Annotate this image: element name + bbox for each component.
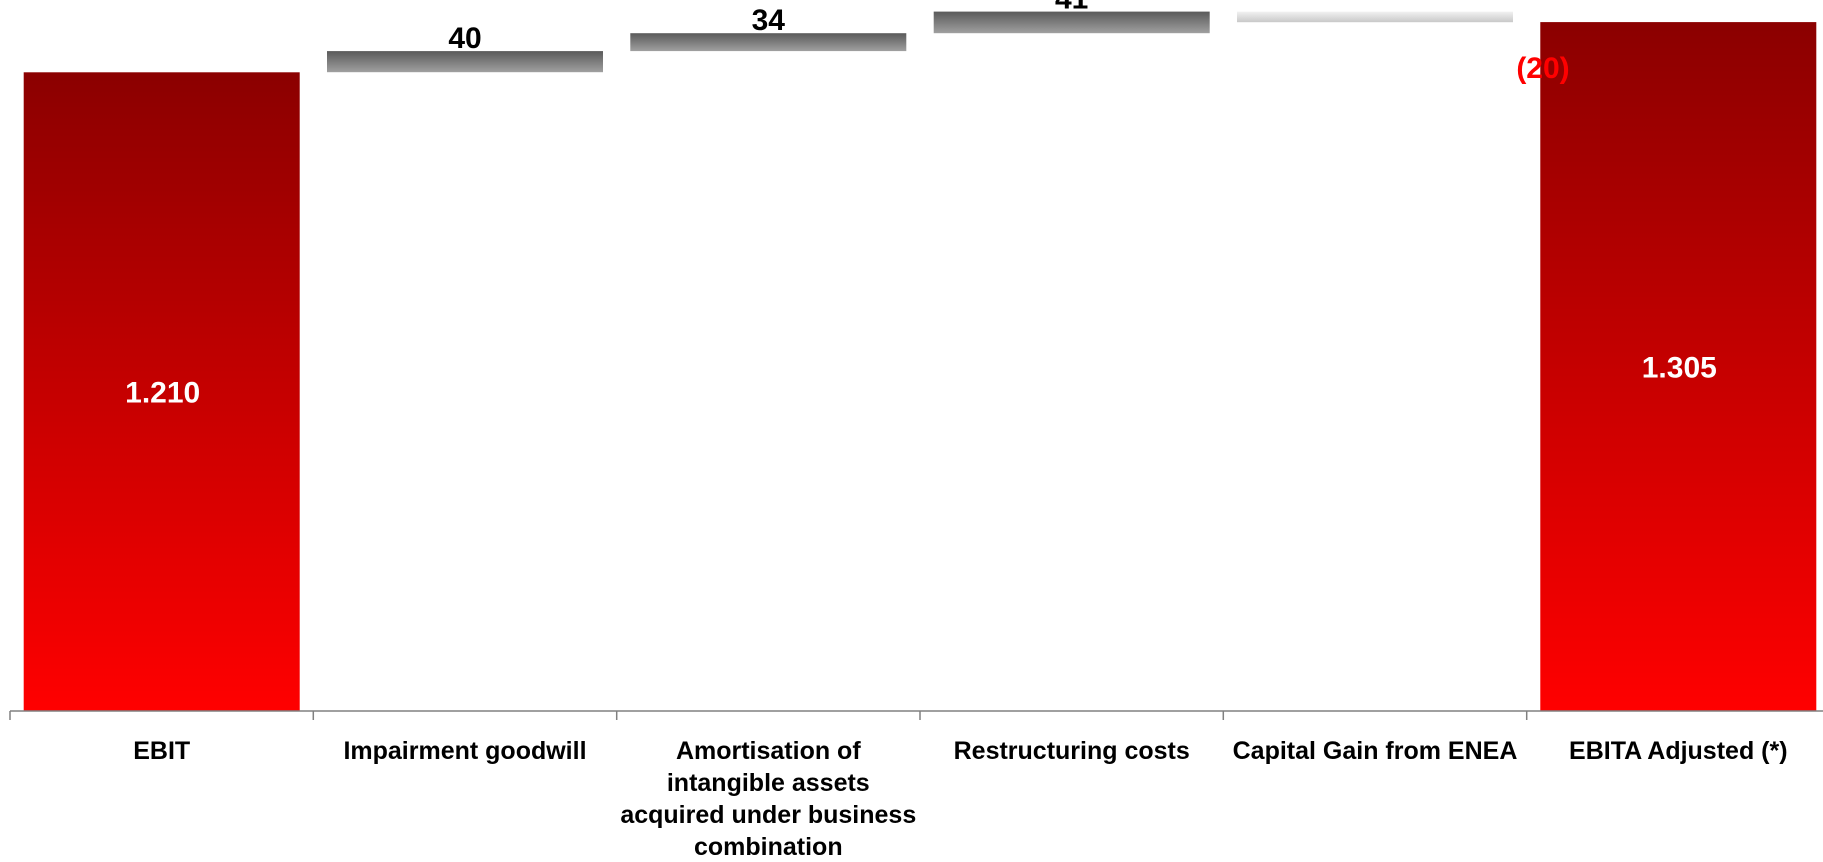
value-labels-layer: 1.210 40 34 41 (20) 1.305 — [125, 0, 1717, 410]
category-label-impairment-goodwill: Impairment goodwill — [343, 737, 586, 765]
category-label-ebita-adjusted: EBITA Adjusted (*) — [1569, 737, 1788, 765]
bars-layer — [23, 11, 1817, 712]
value-label-restructuring-costs: 41 — [1055, 0, 1088, 16]
value-label-amortisation-of-intangible-assets-acquired-under-business-combination: 34 — [752, 4, 786, 37]
bar-capital-gain-from-enea — [1237, 11, 1513, 23]
value-label-capital-gain-from-enea: (20) — [1516, 52, 1569, 85]
value-label-impairment-goodwill: 40 — [448, 22, 481, 55]
bar-restructuring-costs — [933, 11, 1210, 34]
x-axis — [9, 710, 1823, 720]
bar-amortisation-of-intangible-assets-acquired-under-business-combination — [630, 33, 907, 52]
value-label-ebit: 1.210 — [125, 377, 200, 410]
bar-impairment-goodwill — [327, 51, 603, 73]
category-label-amortisation-of-intangible-assets-acquired-under-business-combination: Amortisation of intangible assets acquired… — [620, 737, 916, 861]
category-labels-layer: EBIT Impairment goodwill Amortisation of in… — [133, 737, 1787, 861]
category-label-restructuring-costs: Restructuring costs — [954, 737, 1190, 765]
category-label-capital-gain-from-enea: Capital Gain from ENEA — [1233, 737, 1518, 765]
bar-ebit — [23, 72, 300, 712]
category-label-ebit: EBIT — [133, 737, 190, 765]
value-label-ebita-adjusted: 1.305 — [1642, 352, 1717, 385]
bar-ebita-adjusted — [1540, 22, 1817, 712]
